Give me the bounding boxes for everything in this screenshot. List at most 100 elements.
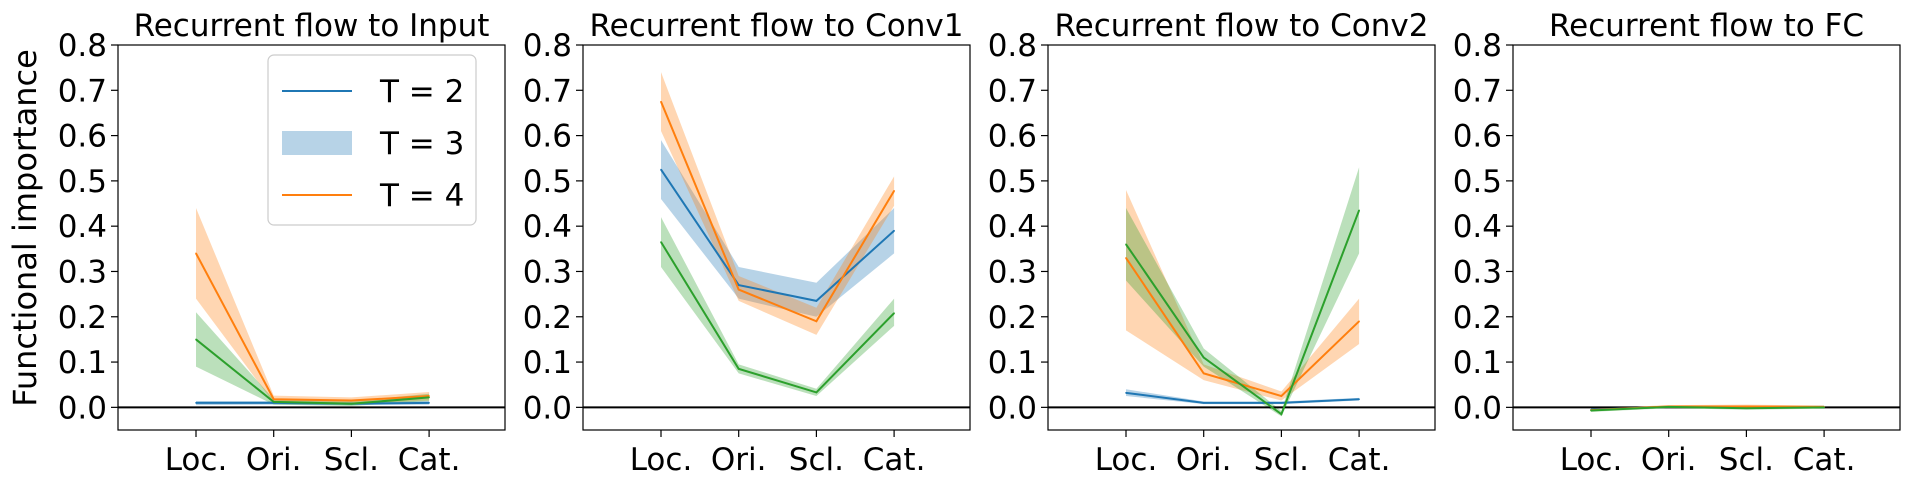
y-axis-label: Functional importance: [6, 49, 44, 407]
y-tick-label: 0.0: [1453, 390, 1502, 426]
confidence-band-2: [1126, 189, 1360, 401]
panel-1: Recurrent flow to Input 0.0 0.1 0.2 0.3 0.4 0.…: [58, 8, 506, 478]
series-line-3: [195, 338, 430, 405]
x-tick-label: Cat.: [398, 442, 461, 478]
data-point: [428, 396, 430, 399]
x-tick-label: Scl.: [1254, 442, 1309, 478]
data-point: [272, 401, 275, 403]
panel-title: Recurrent flow to Conv1: [590, 8, 964, 44]
panel-3: Recurrent flow to Conv2 0.0 0.1 0.2 0.3 0.4 0.…: [988, 8, 1436, 478]
data-point: [1823, 406, 1825, 409]
confidence-band-3: [661, 217, 895, 397]
y-tick-label: 0.6: [58, 119, 107, 155]
y-tick-label: 0.8: [1453, 28, 1502, 64]
y-tick-label: 0.2: [1453, 300, 1502, 336]
data-point: [660, 100, 662, 103]
x-tick-label: Loc.: [165, 442, 228, 478]
data-point: [1667, 406, 1670, 408]
data-point: [815, 391, 818, 394]
panel-title: Recurrent flow to Conv2: [1055, 8, 1429, 44]
data-point: [1358, 398, 1360, 401]
y-tick-label: 0.2: [988, 300, 1037, 336]
plot-frame: [1047, 44, 1436, 431]
data-point: [1202, 356, 1205, 359]
data-point: [737, 284, 740, 286]
panel-2: Recurrent flow to Conv1 0.0 0.1 0.2 0.3 0.4 0.…: [523, 8, 971, 478]
series-line-3: [1125, 209, 1361, 416]
y-tick-label: 0.7: [58, 73, 107, 109]
legend-frame: [267, 54, 477, 226]
x-tick-label: Cat.: [1793, 442, 1856, 478]
panel-title: Recurrent flow to Input: [134, 8, 490, 44]
confidence-band-2: [196, 208, 430, 404]
data-point: [195, 338, 197, 341]
confidence-band-1: [661, 140, 895, 317]
confidence-band-3: [1126, 167, 1360, 417]
legend-swatch-band: [282, 131, 352, 155]
legend-label: T = 2: [379, 74, 464, 110]
y-tick-label: 0.3: [1453, 254, 1502, 290]
plot-frame: [582, 44, 971, 431]
data-point: [1280, 413, 1283, 415]
y-tick-label: 0.1: [523, 345, 572, 381]
data-point: [1125, 392, 1127, 394]
data-point: [195, 402, 197, 404]
y-tick-label: 0.4: [988, 209, 1037, 245]
data-point: [1280, 402, 1283, 404]
y-tick-label: 0.2: [523, 300, 572, 336]
y-tick-label: 0.3: [988, 254, 1037, 290]
x-tick-label: Loc.: [1560, 442, 1623, 478]
x-tick-label: Loc.: [630, 442, 693, 478]
data-point: [815, 300, 818, 302]
y-tick-label: 0.0: [523, 390, 572, 426]
y-tick-label: 0.0: [58, 390, 107, 426]
panel-title: Recurrent flow to FC: [1549, 8, 1864, 44]
data-point: [1280, 395, 1283, 397]
y-tick-label: 0.5: [58, 164, 107, 200]
data-point: [195, 252, 197, 255]
data-point: [1590, 409, 1592, 412]
x-tick-label: Scl.: [324, 442, 379, 478]
x-tick-label: Scl.: [789, 442, 844, 478]
series-line-1: [660, 169, 895, 302]
panels: Recurrent flow to Input 0.0 0.1 0.2 0.3 0.4 0.…: [58, 8, 1901, 478]
y-tick-label: 0.1: [58, 345, 107, 381]
x-tick-label: Ori.: [1641, 442, 1697, 478]
data-point: [1358, 320, 1360, 323]
y-tick-label: 0.8: [988, 28, 1037, 64]
y-tick-label: 0.0: [988, 390, 1037, 426]
y-tick-label: 0.6: [523, 119, 572, 155]
series-line-3: [1590, 405, 1825, 412]
y-tick-label: 0.6: [988, 119, 1037, 155]
y-tick-label: 0.2: [58, 300, 107, 336]
legend: T = 2 T = 3 T = 4: [267, 54, 477, 226]
data-point: [1202, 402, 1205, 404]
x-tick-label: Ori.: [246, 442, 302, 478]
legend-label: T = 3: [379, 126, 464, 162]
y-tick-label: 0.5: [523, 164, 572, 200]
data-point: [1745, 405, 1748, 408]
y-tick-label: 0.7: [523, 73, 572, 109]
y-tick-label: 0.5: [1453, 164, 1502, 200]
y-tick-label: 0.3: [523, 254, 572, 290]
y-tick-label: 0.8: [523, 28, 572, 64]
data-point: [660, 168, 662, 171]
y-tick-label: 0.1: [988, 345, 1037, 381]
data-point: [815, 320, 818, 323]
data-point: [660, 241, 662, 243]
y-tick-label: 0.1: [1453, 345, 1502, 381]
x-tick-label: Scl.: [1719, 442, 1774, 478]
data-point: [350, 402, 353, 405]
y-tick-label: 0.4: [523, 209, 572, 245]
series-line-2: [660, 101, 895, 323]
plot-frame: [117, 44, 506, 431]
y-tick-label: 0.7: [1453, 73, 1502, 109]
data-point: [893, 312, 895, 314]
x-tick-label: Ori.: [711, 442, 767, 478]
panel-4: Recurrent flow to FC 0.0 0.1 0.2 0.3 0.4 0.5 0.…: [1453, 8, 1901, 478]
confidence-band-2: [661, 72, 895, 335]
y-tick-label: 0.4: [1453, 209, 1502, 245]
y-tick-label: 0.5: [988, 164, 1037, 200]
series-line-1: [1125, 391, 1360, 404]
